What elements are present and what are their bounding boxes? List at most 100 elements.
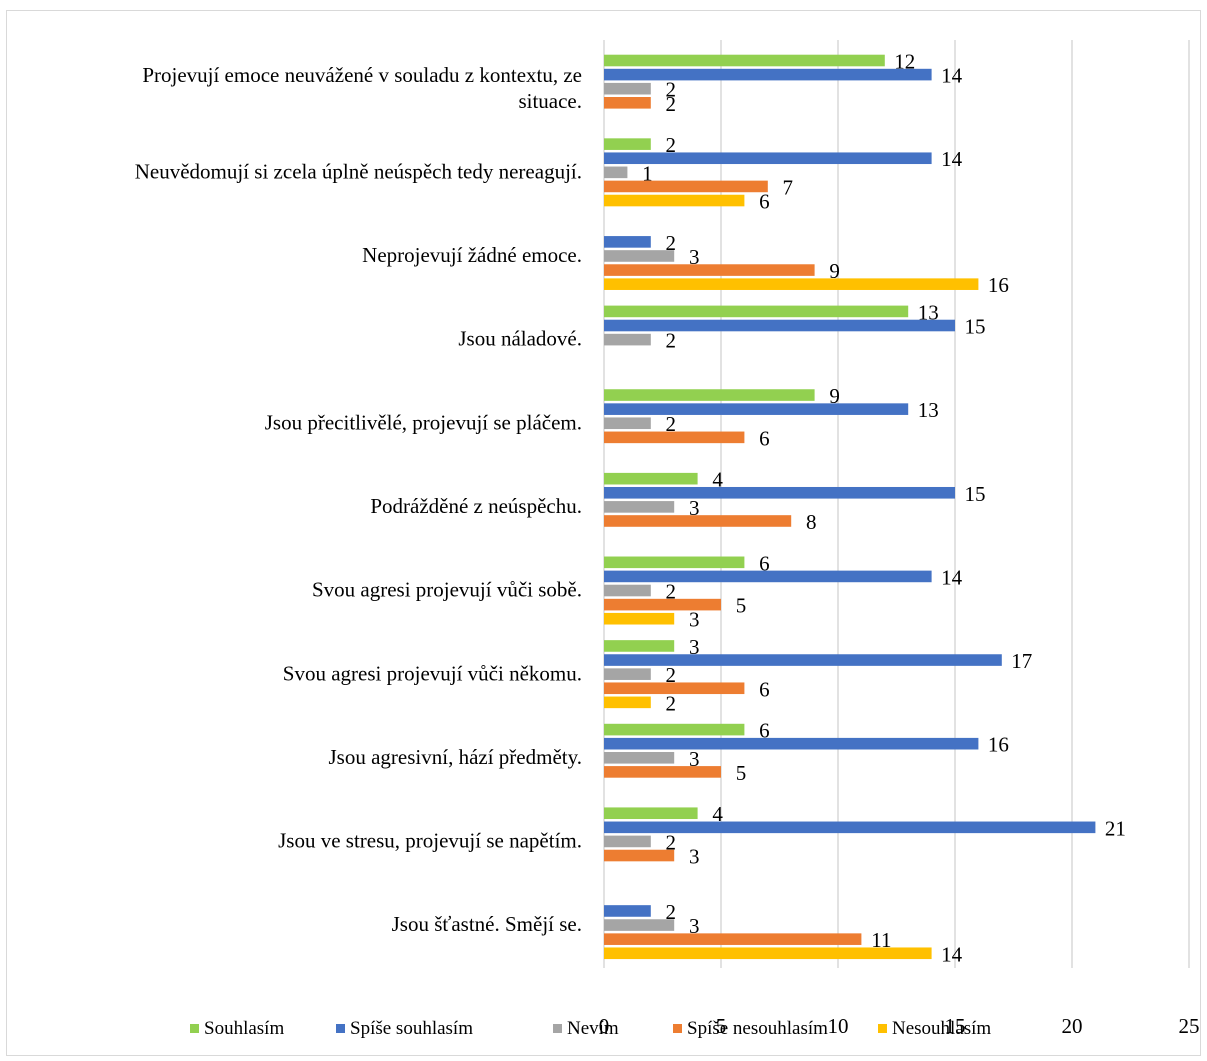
value-label: 2	[666, 133, 677, 157]
value-label: 13	[918, 398, 939, 422]
bar-nesouhlasím	[604, 696, 651, 709]
category-group	[604, 305, 955, 346]
category-group	[604, 807, 1096, 862]
category-group	[604, 236, 979, 290]
bars	[604, 54, 1096, 960]
x-axis-ticks: 0 5 10 15 20 25	[599, 1014, 1200, 1038]
bar-nevím	[604, 250, 675, 262]
value-label: 14	[941, 64, 963, 88]
category-label: Svou agresi projevují vůči sobě.	[312, 578, 582, 602]
value-label: 5	[736, 761, 747, 785]
value-label: 11	[871, 928, 891, 952]
bar-nevím	[604, 333, 651, 346]
value-label: 15	[965, 315, 986, 339]
value-label: 16	[988, 733, 1009, 757]
legend-swatch	[553, 1024, 562, 1033]
bar-spíše-souhlasím	[604, 654, 1002, 666]
value-label: 3	[689, 245, 700, 269]
category-group	[604, 389, 909, 444]
value-label: 2	[666, 830, 677, 854]
value-label: 2	[666, 900, 677, 924]
bar-souhlasím	[604, 54, 885, 67]
category-label: Jsou ve stresu, projevují se napětím.	[278, 829, 582, 853]
x-tick-label: 0	[599, 1014, 610, 1038]
value-label: 6	[759, 677, 770, 701]
value-label: 14	[941, 147, 963, 171]
bar-nevím	[604, 417, 651, 430]
bar-spíše-souhlasím	[604, 403, 909, 415]
bar-souhlasím	[604, 807, 698, 820]
value-label: 3	[689, 608, 700, 632]
x-tick-label: 5	[716, 1014, 727, 1038]
value-label: 6	[759, 426, 770, 450]
value-label: 6	[759, 190, 770, 214]
category-label: Projevují emoce neuvážené v souladu z ko…	[142, 63, 582, 113]
value-label: 4	[712, 802, 723, 826]
value-label: 14	[941, 942, 963, 966]
bar-souhlasím	[604, 305, 909, 318]
category-group	[604, 723, 979, 778]
category-label: Jsou náladové.	[458, 327, 582, 351]
legend-label: Spíše nesouhlasím	[687, 1018, 828, 1039]
value-label: 4	[712, 468, 723, 492]
bar-souhlasím	[604, 472, 698, 485]
value-label: 2	[666, 231, 677, 255]
value-label: 15	[965, 482, 986, 506]
bar-spíše-souhlasím	[604, 68, 932, 81]
bar-souhlasím	[604, 723, 745, 736]
bar-souhlasím	[604, 138, 651, 150]
category-group	[604, 905, 932, 960]
value-label: 3	[689, 747, 700, 771]
x-tick-label: 15	[945, 1014, 966, 1038]
category-group	[604, 556, 932, 625]
value-label: 2	[666, 78, 677, 102]
value-label: 2	[666, 329, 677, 353]
bar-souhlasím	[604, 389, 815, 401]
value-label: 21	[1105, 816, 1126, 840]
category-label: Podrážděné z neúspěchu.	[370, 494, 582, 518]
value-label: 3	[689, 635, 700, 659]
bar-nevím	[604, 751, 675, 764]
bar-spíše-nesouhlasím	[604, 180, 768, 193]
bar-spíše-nesouhlasím	[604, 849, 675, 862]
bar-nevím	[604, 835, 651, 848]
category-label: Neuvědomují si zcela úplně neúspěch tedy…	[135, 159, 582, 183]
legend-swatch	[673, 1024, 682, 1033]
legend-label: Spíše souhlasím	[350, 1018, 473, 1039]
value-label: 2	[666, 580, 677, 604]
value-label: 2	[666, 663, 677, 687]
bar-spíše-souhlasím	[604, 570, 932, 583]
x-tick-label: 25	[1179, 1014, 1200, 1038]
bar-spíše-souhlasím	[604, 236, 651, 248]
value-label: 3	[689, 914, 700, 938]
bar-nevím	[604, 919, 675, 931]
bar-nesouhlasím	[604, 194, 745, 207]
value-label: 3	[689, 496, 700, 520]
legend-swatch	[878, 1024, 887, 1033]
legend-swatch	[190, 1024, 199, 1033]
category-labels: Projevují emoce neuvážené v souladu z ko…	[135, 63, 582, 936]
bar-souhlasím	[604, 556, 745, 569]
category-group	[604, 138, 932, 207]
category-label: Neprojevují žádné emoce.	[362, 243, 582, 267]
bar-nesouhlasím	[604, 278, 979, 290]
bar-spíše-nesouhlasím	[604, 933, 862, 945]
bar-spíše-souhlasím	[604, 152, 932, 165]
category-label: Svou agresi projevují vůči někomu.	[283, 661, 582, 685]
x-tick-label: 20	[1062, 1014, 1083, 1038]
value-label: 3	[689, 845, 700, 869]
bar-spíše-nesouhlasím	[604, 598, 721, 611]
value-label: 5	[736, 594, 747, 618]
legend: Souhlasím Spíše souhlasím Nevím Spíše nesou…	[190, 1018, 991, 1039]
value-label: 9	[829, 384, 840, 408]
category-group	[604, 472, 955, 527]
category-group	[604, 640, 1002, 709]
bar-spíše-souhlasím	[604, 737, 979, 750]
bar-spíše-nesouhlasím	[604, 515, 792, 527]
value-label: 8	[806, 510, 817, 534]
x-tick-label: 10	[828, 1014, 849, 1038]
category-group	[604, 54, 932, 109]
bar-spíše-nesouhlasím	[604, 264, 815, 276]
value-label: 2	[666, 92, 677, 116]
